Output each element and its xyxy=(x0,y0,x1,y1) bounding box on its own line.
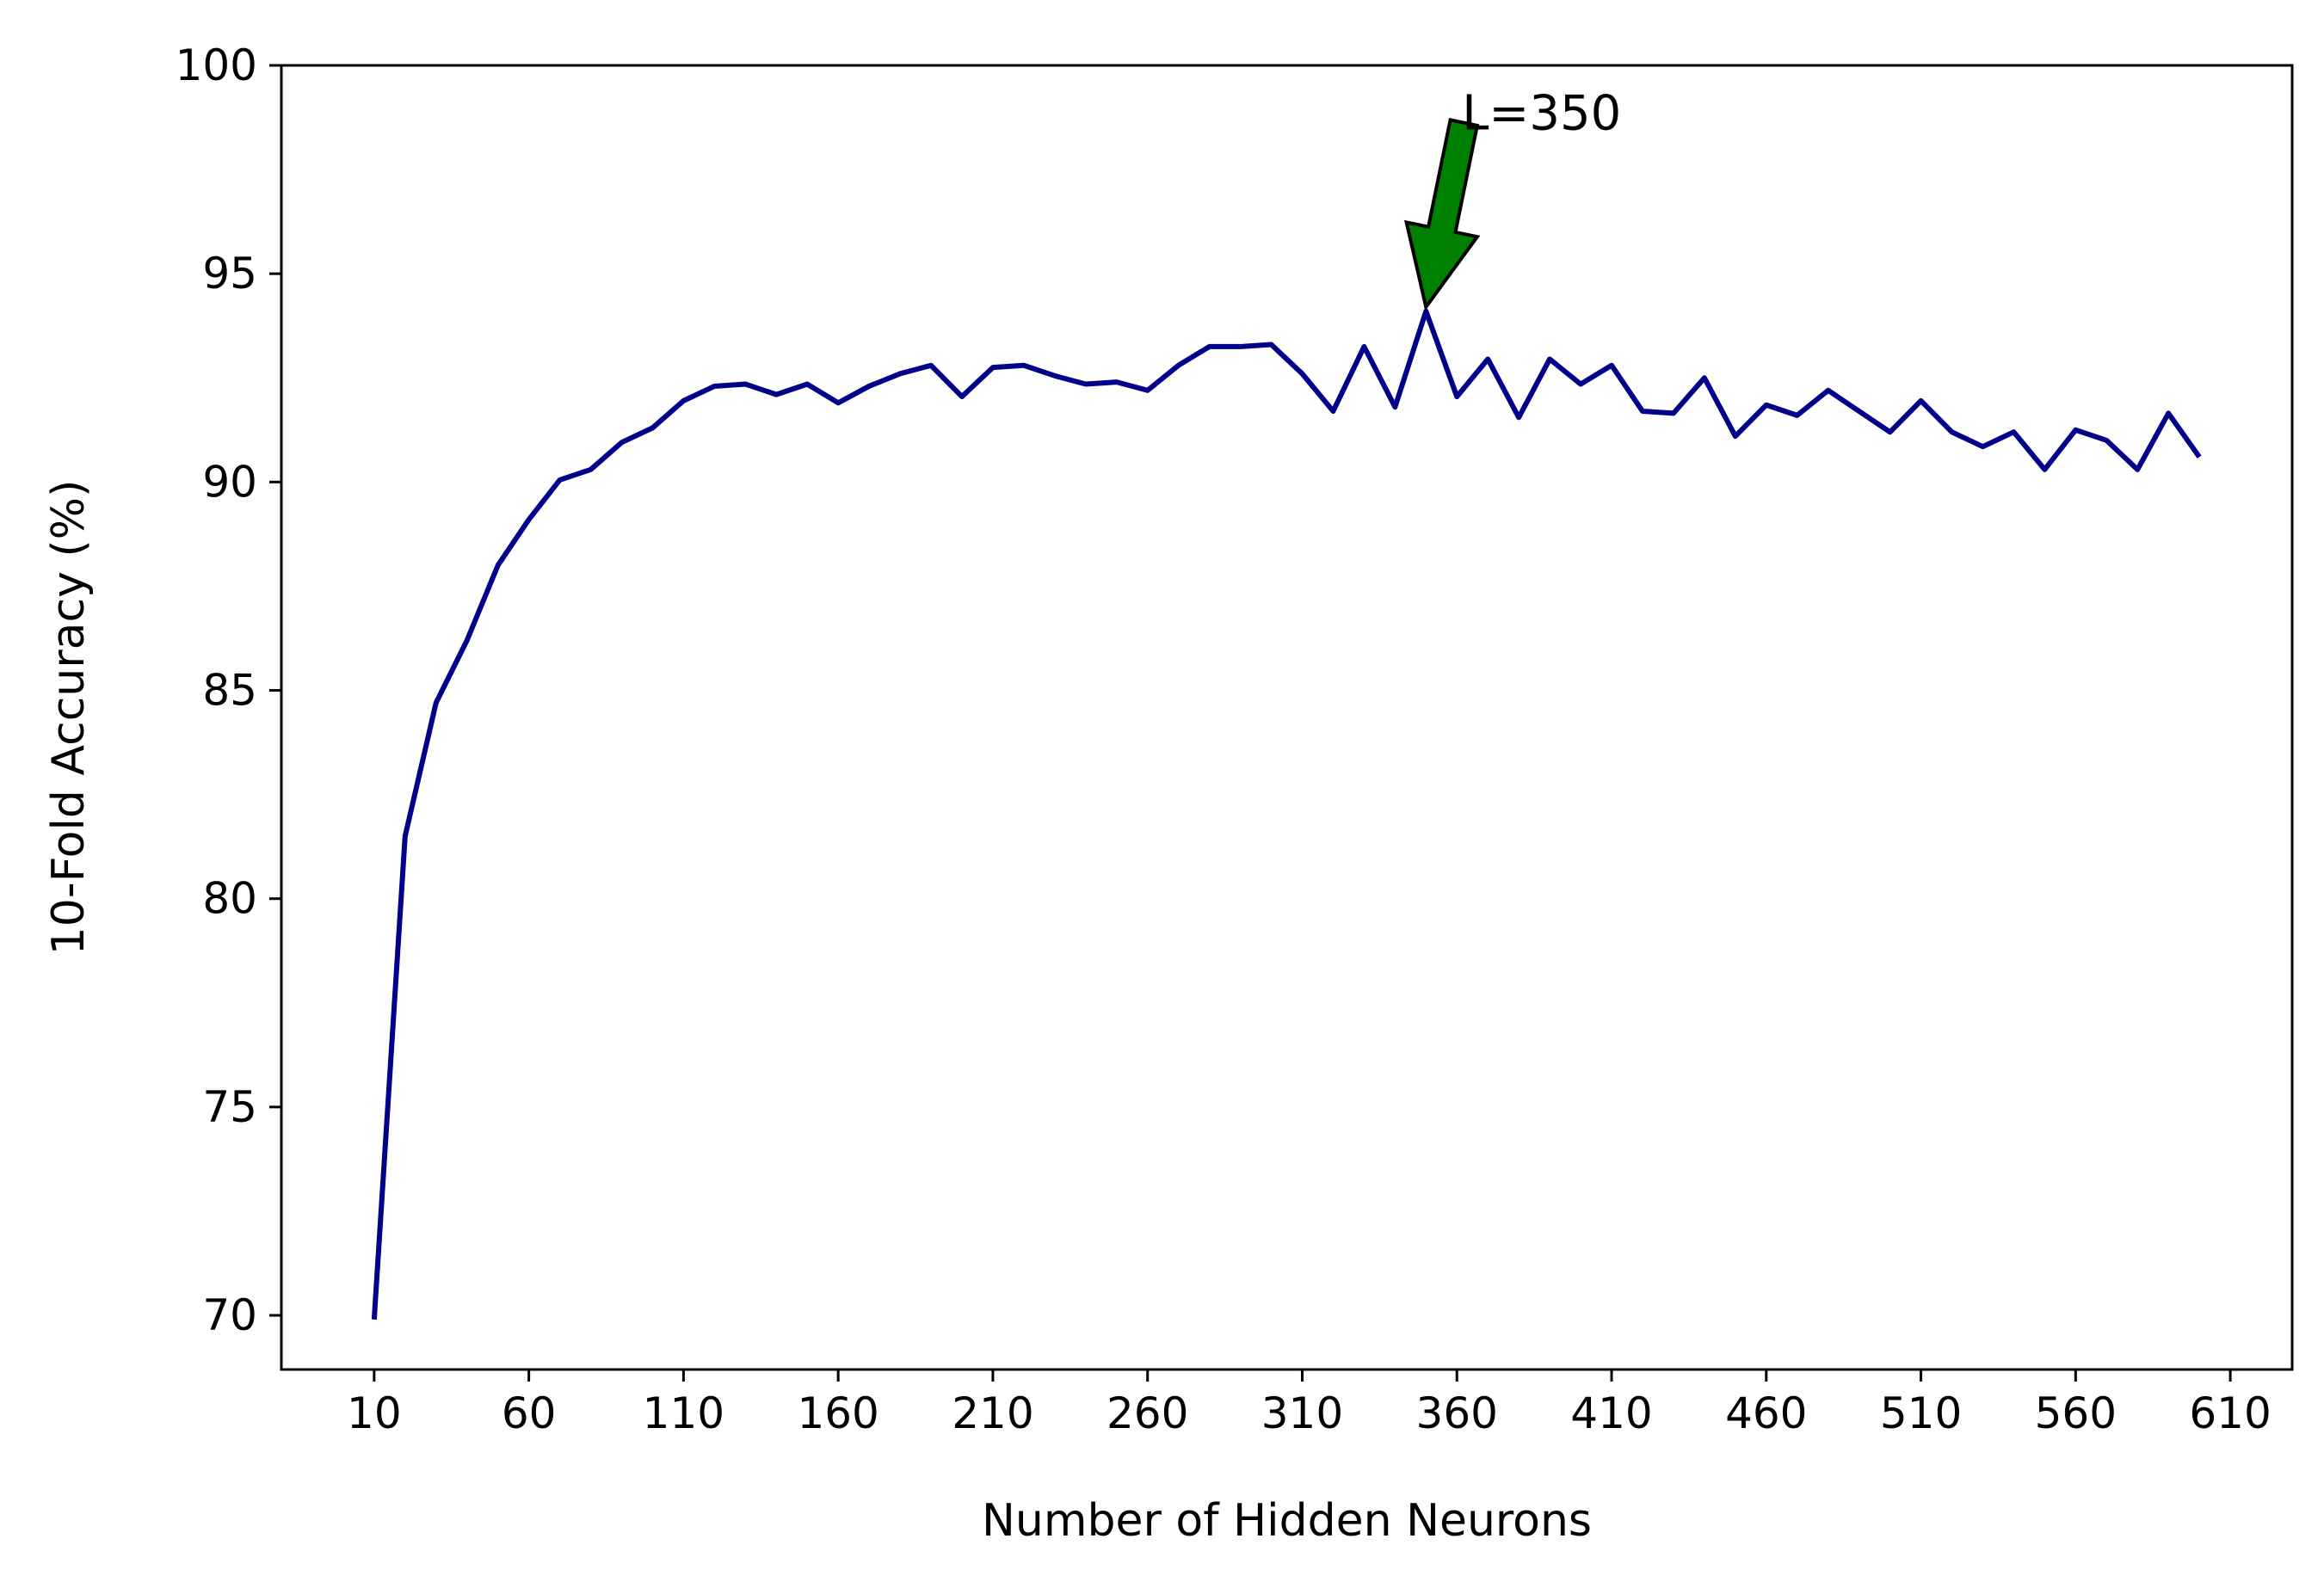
x-tick-label: 110 xyxy=(643,1388,724,1438)
x-tick-label: 310 xyxy=(1261,1388,1343,1438)
x-tick-label: 560 xyxy=(2035,1388,2117,1438)
x-tick-label: 460 xyxy=(1725,1388,1807,1438)
x-tick-label: 10 xyxy=(347,1388,402,1438)
annotation-layer: L=350 xyxy=(1403,86,1621,311)
x-tick-label: 210 xyxy=(952,1388,1033,1438)
y-axis-title: 10-Fold Accuracy (%) xyxy=(43,480,95,956)
y-tick-label: 95 xyxy=(202,249,257,299)
x-tick-label: 60 xyxy=(502,1388,557,1438)
y-tick-label: 90 xyxy=(202,457,257,507)
x-tick-label: 610 xyxy=(2189,1388,2271,1438)
plot-area: L=350 xyxy=(280,64,2294,1371)
y-tick-label: 85 xyxy=(202,666,257,716)
x-axis: 10 60 110 160 210 260 310 360 410 460 510 560 610 xyxy=(347,1369,2272,1438)
y-tick-label: 75 xyxy=(202,1082,257,1132)
y-tick-label: 80 xyxy=(202,874,257,924)
annotation-arrow xyxy=(1403,118,1481,311)
plot-frame xyxy=(280,64,2294,1371)
y-tick-label: 70 xyxy=(202,1290,257,1340)
x-tick-label: 260 xyxy=(1107,1388,1188,1438)
x-tick-label: 410 xyxy=(1570,1388,1652,1438)
series-layer xyxy=(371,308,2202,1320)
x-tick-label: 160 xyxy=(797,1388,878,1438)
y-axis: 70 75 80 85 90 95 100 xyxy=(176,40,281,1340)
x-tick-label: 360 xyxy=(1416,1388,1498,1438)
x-axis-title: Number of Hidden Neurons xyxy=(982,1495,1592,1547)
annotation-label: L=350 xyxy=(1462,86,1621,142)
series-line xyxy=(371,308,2202,1320)
y-tick-label: 100 xyxy=(176,40,257,90)
x-tick-label: 510 xyxy=(1880,1388,1962,1438)
